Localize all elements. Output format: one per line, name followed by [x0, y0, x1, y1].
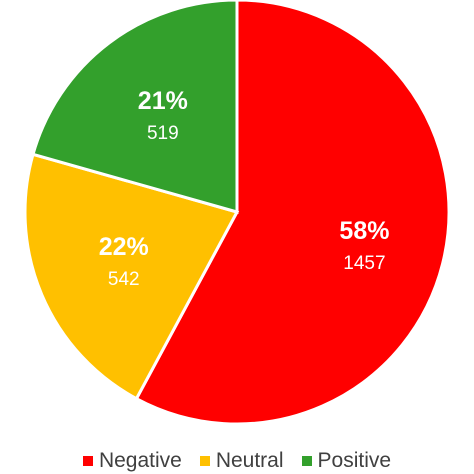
legend-swatch-negative [82, 456, 93, 466]
legend: Negative Neutral Positive [0, 448, 474, 474]
legend-swatch-neutral [199, 456, 210, 466]
pie-slice-neutral [23, 152, 240, 401]
percent-label-negative: 58% [339, 217, 389, 245]
pie-slices [23, 0, 451, 426]
percent-label-positive: 21% [138, 87, 188, 115]
count-label-positive: 519 [147, 123, 179, 144]
legend-item-negative: Negative [82, 449, 182, 473]
count-label-negative: 1457 [343, 253, 385, 274]
legend-item-neutral: Neutral [199, 449, 284, 473]
legend-swatch-positive [301, 456, 312, 466]
legend-item-positive: Positive [301, 449, 392, 473]
legend-label-negative: Negative [98, 449, 182, 472]
pie-slice-positive [31, 0, 239, 214]
legend-label-positive: Positive [317, 449, 392, 472]
count-label-neutral: 542 [108, 269, 140, 290]
pie-labels: 58% 1457 22% 542 21% 519 [99, 87, 390, 290]
legend-label-neutral: Neutral [215, 449, 284, 472]
percent-label-neutral: 22% [99, 233, 149, 261]
pie-slice-negative [134, 0, 451, 426]
